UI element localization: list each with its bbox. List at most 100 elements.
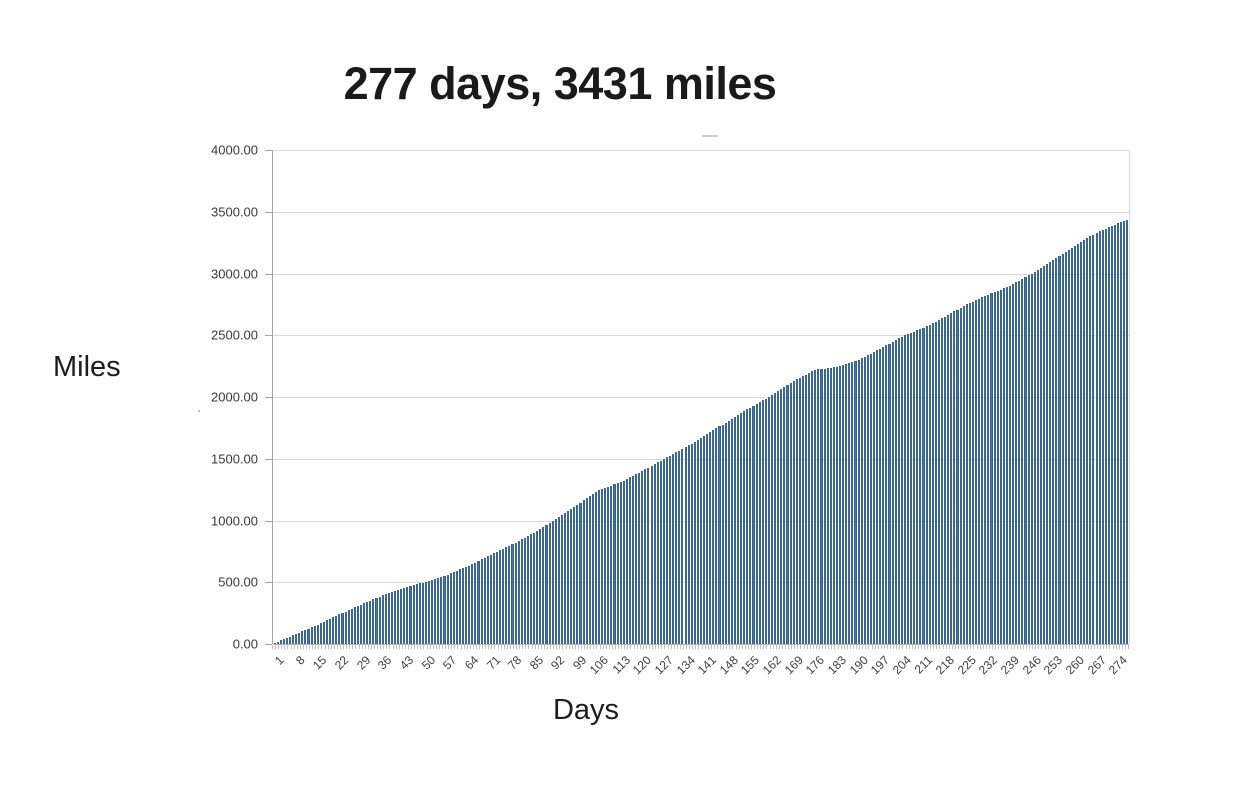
x-minor-tick	[618, 645, 620, 649]
bar-day-23	[341, 612, 344, 644]
x-minor-tick	[593, 645, 595, 649]
x-minor-tick	[822, 645, 824, 649]
x-minor-tick	[732, 645, 734, 649]
bar-day-188	[851, 361, 854, 644]
x-minor-tick	[302, 645, 304, 649]
x-minor-tick	[880, 645, 882, 649]
bar-day-60	[455, 570, 458, 644]
bar-day-274	[1117, 223, 1120, 644]
bar-day-265	[1089, 236, 1092, 644]
gridline-2000	[273, 397, 1129, 398]
x-minor-tick	[324, 645, 326, 649]
bar-day-122	[647, 467, 650, 644]
bar-day-262	[1080, 242, 1083, 644]
x-minor-tick	[299, 645, 301, 649]
x-minor-tick	[840, 645, 842, 649]
bar-day-148	[727, 420, 730, 644]
x-tick-label-50: 50	[418, 653, 438, 673]
x-minor-tick	[689, 645, 691, 649]
bar-day-71	[489, 554, 492, 644]
x-minor-tick	[624, 645, 626, 649]
bar-day-55	[440, 576, 443, 644]
bar-day-91	[551, 521, 554, 644]
bar-day-218	[944, 316, 947, 644]
bar-day-17	[322, 621, 326, 644]
plot-area	[272, 150, 1130, 645]
x-minor-tick	[488, 645, 490, 649]
x-tick-label-29: 29	[353, 653, 373, 673]
x-minor-tick	[945, 645, 947, 649]
bar-day-251	[1046, 263, 1049, 644]
gridline-3500	[273, 211, 1129, 213]
x-minor-tick	[1010, 645, 1012, 649]
x-minor-tick	[1128, 645, 1129, 649]
y-tick-label-1000: 1000.00	[211, 513, 258, 528]
x-minor-tick	[1100, 645, 1102, 649]
x-minor-tick	[1078, 645, 1080, 649]
x-minor-tick	[1109, 645, 1111, 649]
bar-day-97	[570, 508, 573, 644]
bar-day-270	[1104, 228, 1107, 644]
x-minor-tick	[741, 645, 743, 649]
bar-day-54	[437, 577, 440, 644]
x-minor-tick	[553, 645, 555, 649]
bar-day-69	[483, 557, 486, 644]
x-tick-label-99: 99	[569, 653, 590, 673]
x-minor-tick	[278, 645, 280, 649]
bar-day-246	[1030, 273, 1033, 644]
bar-day-103	[588, 496, 591, 644]
bar-day-57	[446, 574, 449, 644]
x-tick-label-64: 64	[461, 653, 482, 673]
x-minor-tick	[658, 645, 660, 649]
x-tick-label-176: 176	[803, 653, 828, 678]
x-minor-tick	[720, 645, 722, 649]
x-tick-label-113: 113	[609, 653, 633, 677]
bar-day-154	[746, 409, 749, 644]
bar-day-125	[656, 462, 659, 644]
bar-day-30	[363, 603, 366, 644]
x-minor-tick	[327, 645, 329, 649]
bar-day-235	[996, 290, 999, 644]
bar-day-181	[829, 367, 832, 644]
bar-day-195	[873, 352, 876, 644]
x-minor-tick	[1072, 645, 1074, 649]
bar-day-186	[845, 363, 848, 644]
x-minor-tick	[988, 645, 990, 649]
x-tick-label-8: 8	[293, 653, 309, 668]
bar-day-101	[582, 500, 585, 644]
x-tick-label-85: 85	[526, 653, 547, 673]
x-minor-tick	[911, 645, 913, 649]
x-minor-tick	[961, 645, 963, 649]
y-tick-mark-1000	[265, 520, 272, 522]
bar-day-100	[579, 502, 582, 644]
bar-day-41	[397, 589, 400, 644]
x-minor-tick	[599, 645, 601, 649]
x-minor-tick	[615, 645, 617, 649]
x-minor-tick	[630, 645, 632, 649]
bar-day-241	[1015, 282, 1018, 644]
x-minor-tick	[738, 645, 740, 649]
bar-day-135	[687, 445, 690, 644]
x-minor-tick	[976, 645, 978, 649]
bar-day-94	[560, 515, 563, 644]
x-minor-tick	[794, 645, 796, 649]
x-minor-tick	[516, 645, 518, 649]
x-minor-tick	[370, 645, 372, 649]
x-minor-tick	[1032, 645, 1034, 649]
gridline-0	[273, 644, 1129, 645]
x-minor-tick	[284, 645, 286, 649]
x-minor-tick	[982, 645, 984, 649]
bar-day-12	[307, 628, 310, 644]
x-minor-tick	[676, 645, 678, 649]
x-minor-tick	[704, 645, 706, 649]
x-minor-tick	[581, 645, 583, 649]
x-minor-tick	[843, 645, 845, 649]
x-minor-tick	[590, 645, 592, 649]
x-minor-tick	[893, 645, 895, 649]
bar-day-237	[1002, 288, 1005, 644]
bar-day-113	[619, 482, 622, 644]
bar-day-110	[610, 485, 613, 644]
bar-day-138	[696, 439, 699, 644]
x-minor-tick	[531, 645, 533, 649]
x-minor-tick	[584, 645, 586, 649]
